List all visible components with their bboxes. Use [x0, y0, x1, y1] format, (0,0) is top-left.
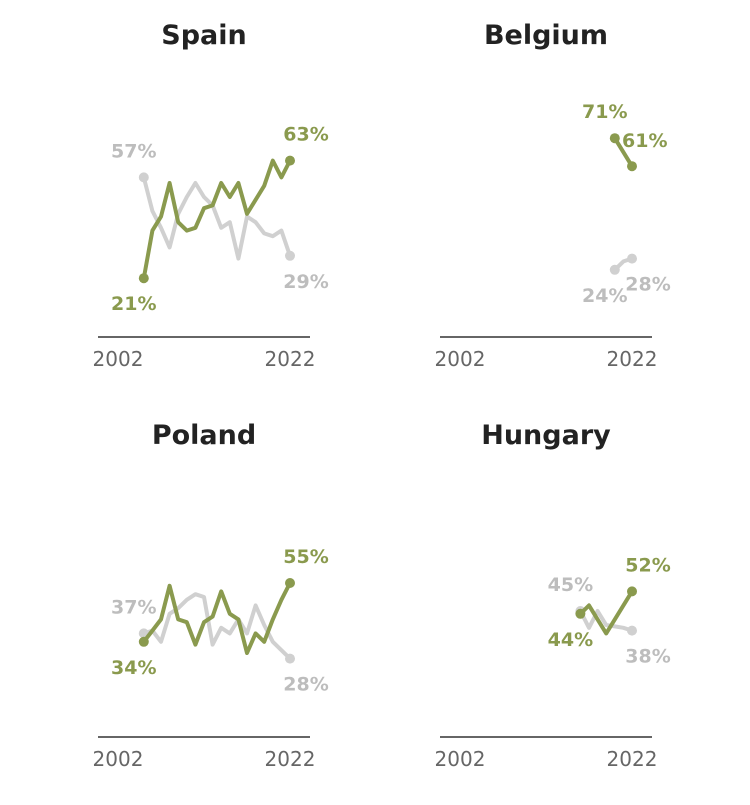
line-chart-poland: 2002 2022 37% 28% 34% 55% [93, 546, 329, 771]
series-line-gray [141, 175, 292, 261]
end-value-label-gray: 28% [625, 274, 670, 296]
start-point-gray [138, 172, 149, 183]
end-point-green [627, 161, 637, 172]
end-value-label-green: 52% [625, 554, 670, 576]
x-tick-label: 2002 [435, 347, 486, 371]
start-value-label-green: 21% [111, 293, 156, 315]
series-line-green [612, 136, 634, 169]
start-value-label-green: 34% [111, 657, 156, 679]
end-point-gray [285, 653, 295, 664]
panel-poland: Poland 2002 2022 37% 28% 34% 55% [34, 400, 374, 800]
x-tick-label: 2022 [607, 747, 658, 771]
start-point-green [138, 273, 149, 284]
start-point-green [609, 133, 620, 144]
series-line-gray [141, 592, 292, 661]
end-point-green [285, 578, 295, 588]
x-tick-label: 2002 [93, 747, 144, 771]
panel-title: Belgium [483, 20, 609, 51]
panel-spain: Spain 2002 2022 57% 29% 21% 63% [34, 0, 374, 400]
end-value-label-green: 55% [283, 546, 328, 568]
start-value-label-gray: 24% [582, 285, 627, 307]
start-point-gray [609, 264, 620, 275]
panel-title: Spain [161, 20, 247, 51]
end-point-gray [285, 250, 295, 261]
end-value-label-green: 61% [622, 130, 667, 152]
end-value-label-gray: 38% [625, 646, 670, 668]
line-chart-spain: 2002 2022 57% 29% 21% 63% [93, 124, 329, 371]
start-value-label-green: 44% [548, 629, 593, 651]
series-line-gray [578, 609, 634, 633]
x-tick-label: 2002 [93, 347, 144, 371]
panel-title: Hungary [481, 420, 611, 451]
x-tick-label: 2022 [265, 347, 316, 371]
end-point-green [627, 586, 637, 597]
x-tick-label: 2022 [607, 347, 658, 371]
x-tick-label: 2002 [435, 747, 486, 771]
panel-hungary: Hungary 2002 2022 45% 38% 44% 52% [376, 400, 716, 800]
panel-title: Poland [151, 420, 257, 451]
end-point-gray [627, 253, 637, 264]
end-value-label-green: 63% [283, 124, 328, 146]
end-point-green [285, 155, 295, 166]
start-value-label-green: 71% [582, 101, 627, 123]
series-line-green [141, 158, 292, 281]
end-point-gray [627, 625, 637, 636]
start-point-green [138, 636, 149, 647]
start-point-green [575, 608, 586, 619]
start-value-label-gray: 45% [548, 574, 593, 596]
start-value-label-gray: 57% [111, 140, 156, 162]
end-value-label-gray: 28% [283, 674, 328, 696]
line-chart-belgium: 2002 2022 24%28% 71% 61% [435, 101, 671, 371]
end-value-label-gray: 29% [283, 271, 328, 293]
x-tick-label: 2022 [265, 747, 316, 771]
start-value-label-gray: 37% [111, 596, 156, 618]
line-chart-hungary: 2002 2022 45% 38% 44% 52% [435, 554, 671, 771]
series-line-green [578, 589, 634, 636]
series-line-green [141, 581, 292, 655]
panel-belgium: Belgium 2002 2022 24% 28% 71% 61% [376, 0, 716, 400]
